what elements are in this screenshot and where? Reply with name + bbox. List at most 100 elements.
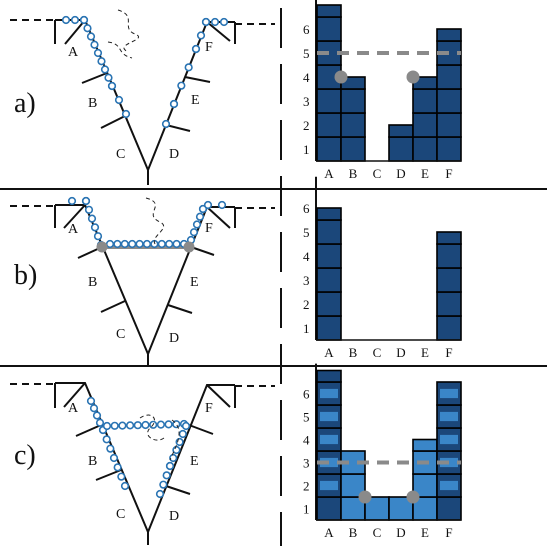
bead (192, 220, 202, 229)
bead (93, 232, 103, 241)
y-tick-label: 4 (303, 433, 310, 448)
bar-cell (436, 64, 462, 90)
bar-cell-band (440, 411, 458, 422)
vapor-trace (139, 414, 180, 461)
x-tick-label: C (373, 166, 382, 181)
bead (164, 420, 173, 429)
x-tick-label: D (396, 166, 405, 181)
bar-cell (412, 438, 438, 452)
segment-label-d: D (169, 331, 179, 346)
bead (90, 223, 100, 232)
bar-cell (316, 219, 342, 245)
bead (128, 239, 137, 249)
bead (106, 444, 115, 453)
bar-cell (388, 124, 414, 138)
segment-label-f: F (205, 221, 213, 236)
bar-cell (388, 136, 414, 162)
x-tick-label: F (445, 525, 452, 540)
bead (169, 99, 179, 109)
bead (84, 205, 94, 214)
bar-cell-band (320, 388, 338, 399)
level-marker (334, 70, 348, 84)
pore-geometry-b: A F B E C D b) (10, 196, 275, 366)
bar-cell (436, 88, 462, 114)
bead (121, 109, 131, 119)
y-tick-label: 1 (303, 502, 310, 517)
bead-chain (67, 196, 227, 250)
bead (86, 32, 96, 41)
bead (70, 15, 80, 25)
bar-cell (316, 315, 342, 341)
x-tick-label: E (421, 166, 429, 181)
x-tick-label: E (421, 345, 429, 360)
y-tick-label: 6 (303, 22, 310, 37)
bar-cell-band (320, 480, 338, 491)
bead (100, 65, 110, 74)
histogram-c: 1 2 3 4 5 6 A B C D E F (303, 363, 462, 540)
bead (95, 418, 105, 427)
bead (107, 81, 117, 91)
bead (141, 420, 150, 430)
bar-cell (436, 496, 462, 521)
y-tick-label: 1 (303, 142, 310, 157)
x-tick-label: E (421, 525, 429, 540)
bar-cell (316, 136, 342, 162)
segment-label-f: F (205, 40, 213, 55)
bead (172, 445, 181, 455)
y-tick-label: 3 (303, 94, 310, 109)
bead (93, 48, 103, 58)
bead (157, 239, 166, 249)
panel-label: b) (14, 260, 37, 291)
y-tick-label: 3 (303, 456, 310, 471)
segment-label-c: C (116, 327, 125, 342)
bead (87, 214, 97, 223)
bead (109, 453, 119, 463)
y-tick-label: 6 (303, 201, 310, 216)
x-tick-label: A (324, 345, 334, 360)
bar-cell (316, 112, 342, 138)
y-tick-label: 5 (303, 410, 310, 425)
segment-label-b: B (88, 454, 97, 469)
x-tick-label: B (349, 525, 358, 540)
x-tick-label: C (373, 345, 382, 360)
contact-point-marker (183, 241, 195, 253)
segment-label-c: C (116, 147, 125, 162)
histogram-a: 1 2 3 4 5 6 A B C D E F (303, 0, 462, 181)
bead (89, 404, 99, 413)
bar-cell-band (440, 434, 458, 445)
bead (126, 421, 135, 430)
x-tick-label: C (373, 525, 382, 540)
bar-cell (316, 291, 342, 317)
x-tick-label: B (349, 345, 358, 360)
segment-label-b: B (88, 275, 97, 290)
x-tick-label: A (324, 525, 334, 540)
segment-label-b: B (88, 96, 97, 111)
bar-cell (436, 267, 462, 293)
bead (165, 461, 175, 471)
bar-cell (340, 88, 366, 114)
bead (90, 40, 99, 49)
panel-label: a) (14, 88, 36, 119)
bar-cell (436, 112, 462, 138)
bead-chain (61, 15, 229, 129)
y-tick-label: 2 (303, 479, 310, 494)
bead (120, 481, 130, 491)
bar-cell (412, 112, 438, 138)
bar-cell (316, 4, 342, 18)
vapor-trace (107, 9, 139, 59)
bead (110, 421, 119, 430)
bead (133, 421, 142, 430)
bead (191, 44, 201, 54)
bar-cell (316, 64, 342, 90)
bar-cell (340, 112, 366, 138)
bead (184, 63, 193, 72)
bead (219, 17, 229, 27)
bar-cell (316, 369, 342, 383)
bar-cell (340, 136, 366, 162)
bead (203, 200, 213, 210)
bead (113, 463, 122, 472)
bead (120, 239, 129, 249)
bar-cell-band (440, 388, 458, 399)
bead (172, 239, 181, 249)
